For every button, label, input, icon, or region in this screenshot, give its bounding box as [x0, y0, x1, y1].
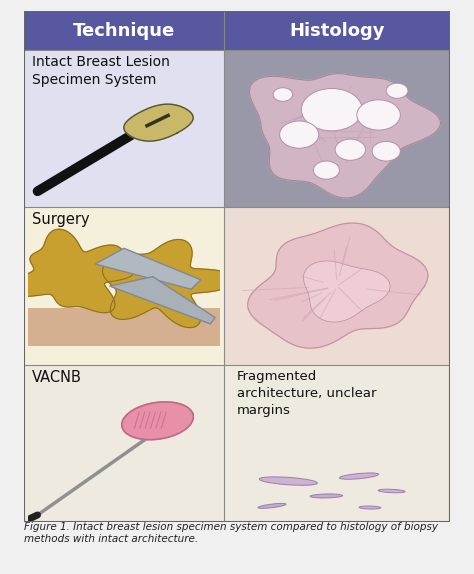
Ellipse shape	[258, 503, 286, 509]
Text: Technique: Technique	[73, 22, 175, 40]
Circle shape	[335, 139, 365, 160]
Polygon shape	[303, 261, 390, 322]
Circle shape	[372, 141, 401, 161]
Ellipse shape	[378, 489, 405, 492]
Polygon shape	[124, 104, 193, 141]
Text: Histology: Histology	[290, 22, 385, 40]
Polygon shape	[248, 223, 428, 348]
Circle shape	[273, 88, 292, 102]
Bar	[24, 11, 224, 50]
Bar	[24, 207, 224, 365]
Text: Intact Breast Lesion
Specimen System: Intact Breast Lesion Specimen System	[32, 55, 170, 87]
Ellipse shape	[310, 494, 343, 498]
Bar	[224, 11, 450, 50]
Ellipse shape	[259, 477, 318, 485]
Circle shape	[386, 83, 408, 98]
Polygon shape	[109, 277, 215, 324]
Text: VACNB: VACNB	[32, 370, 82, 385]
Polygon shape	[122, 402, 193, 440]
Polygon shape	[249, 73, 440, 198]
Text: Figure 1. Intact breast lesion specimen system compared to histology of biopsy m: Figure 1. Intact breast lesion specimen …	[24, 522, 438, 544]
Bar	[224, 207, 450, 365]
Bar	[224, 365, 450, 522]
Circle shape	[280, 121, 319, 148]
Text: Fragmented
architecture, unclear
margins: Fragmented architecture, unclear margins	[237, 370, 376, 417]
Polygon shape	[102, 239, 235, 328]
Circle shape	[313, 161, 339, 179]
Circle shape	[357, 100, 401, 130]
Bar	[24, 50, 224, 207]
Bar	[24, 365, 224, 522]
Polygon shape	[95, 249, 201, 289]
Bar	[28, 308, 220, 346]
Bar	[224, 50, 450, 207]
Ellipse shape	[339, 473, 379, 479]
Ellipse shape	[359, 506, 381, 509]
Text: Surgery: Surgery	[32, 212, 90, 227]
Circle shape	[301, 88, 362, 131]
Polygon shape	[7, 229, 135, 313]
